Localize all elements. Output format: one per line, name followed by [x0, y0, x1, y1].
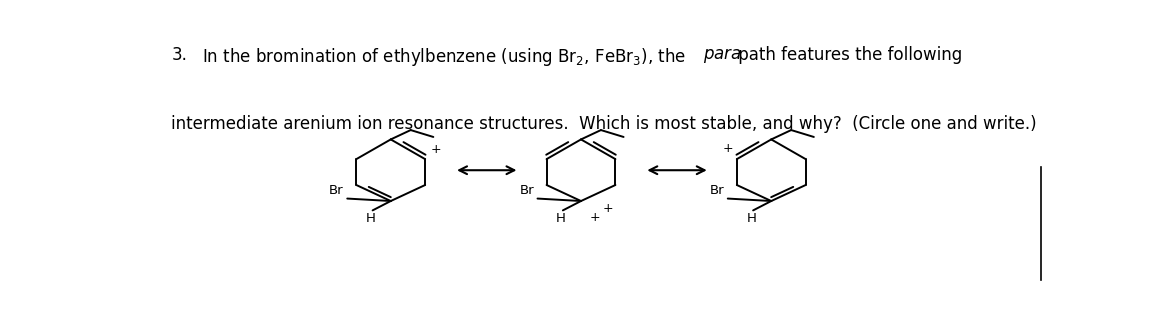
- Text: Br: Br: [519, 184, 534, 197]
- Text: Br: Br: [328, 184, 344, 197]
- Text: H: H: [556, 212, 566, 225]
- Text: H: H: [746, 212, 756, 225]
- Text: +: +: [603, 203, 614, 215]
- Text: H: H: [366, 212, 375, 225]
- Text: +: +: [590, 212, 601, 224]
- Text: path features the following: path features the following: [733, 46, 962, 64]
- Text: Br: Br: [710, 184, 724, 197]
- Text: $\it{para}$: $\it{para}$: [704, 46, 742, 65]
- Text: +: +: [430, 143, 442, 156]
- Text: In the bromination of ethylbenzene (using Br$_2$, FeBr$_3$), the: In the bromination of ethylbenzene (usin…: [202, 46, 687, 68]
- Text: +: +: [722, 142, 733, 155]
- Text: 3.: 3.: [172, 46, 187, 64]
- Text: intermediate arenium ion resonance structures.  Which is most stable, and why?  : intermediate arenium ion resonance struc…: [172, 115, 1037, 133]
